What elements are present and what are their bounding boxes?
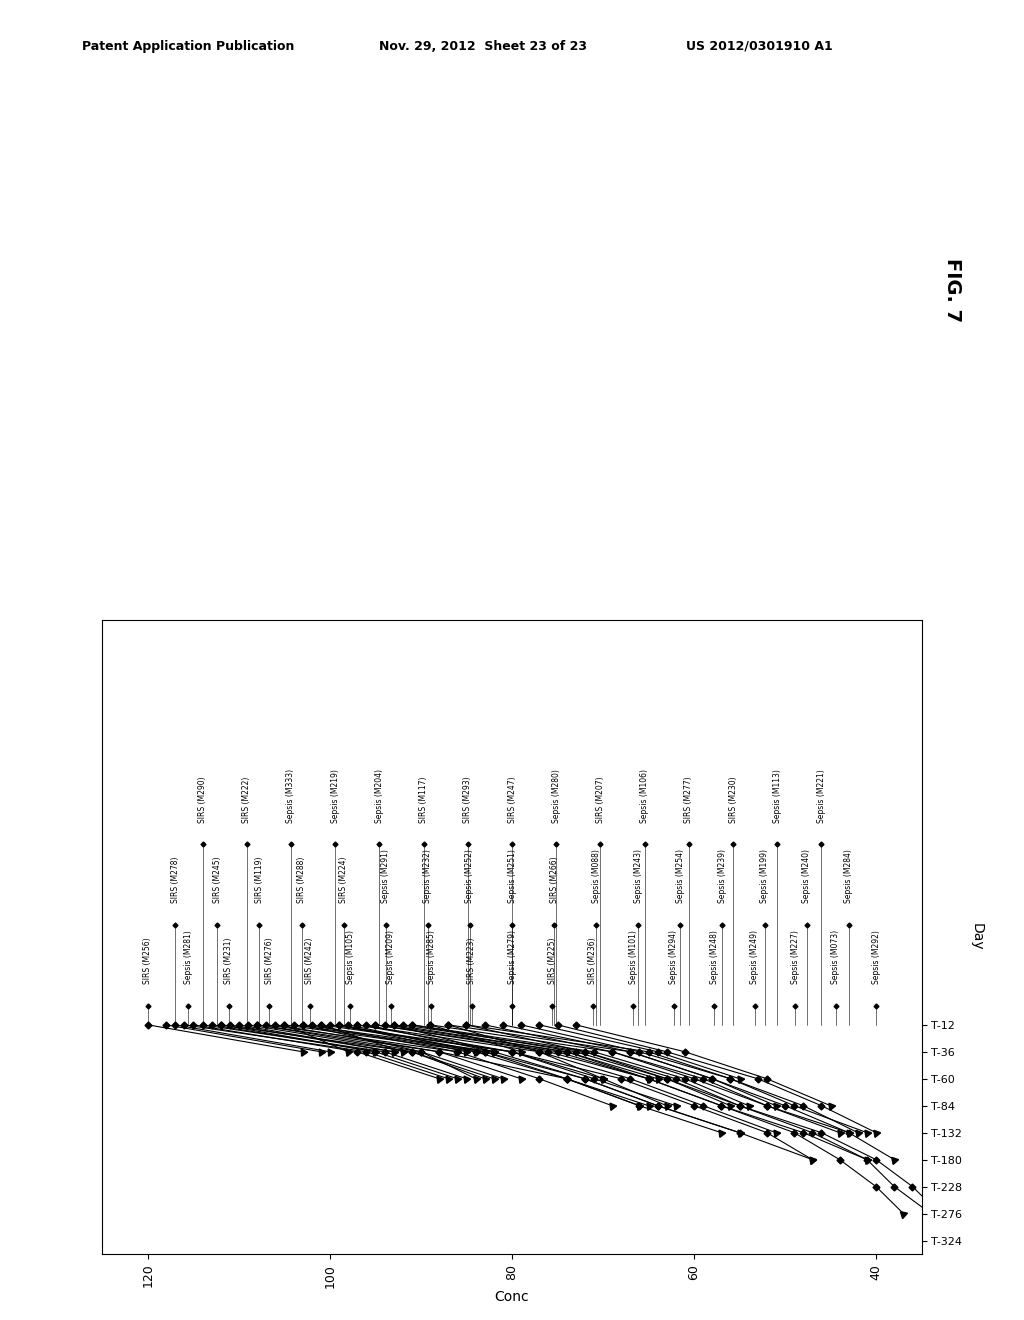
Text: Sepsis (M251): Sepsis (M251): [508, 850, 516, 903]
Text: SIRS (M266): SIRS (M266): [550, 857, 559, 903]
Text: SIRS (M224): SIRS (M224): [339, 857, 348, 903]
Text: Sepsis (M279): Sepsis (M279): [508, 931, 516, 985]
Text: Sepsis (M239): Sepsis (M239): [718, 850, 727, 903]
Text: Sepsis (M291): Sepsis (M291): [381, 850, 390, 903]
Text: SIRS (M293): SIRS (M293): [463, 776, 472, 822]
Text: Sepsis (M294): Sepsis (M294): [670, 931, 678, 985]
Text: SIRS (M222): SIRS (M222): [243, 776, 251, 822]
Text: Nov. 29, 2012  Sheet 23 of 23: Nov. 29, 2012 Sheet 23 of 23: [379, 40, 587, 53]
Text: Sepsis (M292): Sepsis (M292): [871, 931, 881, 985]
Text: SIRS (M223): SIRS (M223): [467, 939, 476, 985]
Text: Sepsis (M232): Sepsis (M232): [423, 850, 432, 903]
Y-axis label: Day: Day: [970, 924, 983, 950]
Text: SIRS (M288): SIRS (M288): [297, 857, 306, 903]
Text: SIRS (M245): SIRS (M245): [213, 857, 222, 903]
Text: SIRS (M230): SIRS (M230): [728, 776, 737, 822]
Text: SIRS (M276): SIRS (M276): [265, 937, 273, 985]
Text: Sepsis (M204): Sepsis (M204): [375, 768, 384, 822]
Text: SIRS (M231): SIRS (M231): [224, 939, 233, 985]
Text: SIRS (M278): SIRS (M278): [171, 857, 180, 903]
Text: FIG. 7: FIG. 7: [943, 259, 962, 322]
Text: SIRS (M207): SIRS (M207): [596, 776, 605, 822]
Text: Sepsis (M209): Sepsis (M209): [386, 931, 395, 985]
Text: Sepsis (M252): Sepsis (M252): [465, 850, 474, 903]
Text: Sepsis (M221): Sepsis (M221): [817, 768, 826, 822]
Text: SIRS (M119): SIRS (M119): [255, 857, 264, 903]
Text: Sepsis (M285): Sepsis (M285): [427, 931, 435, 985]
Text: Patent Application Publication: Patent Application Publication: [82, 40, 294, 53]
Text: SIRS (M277): SIRS (M277): [684, 776, 693, 822]
Text: SIRS (M242): SIRS (M242): [305, 939, 314, 985]
Text: Sepsis (M333): Sepsis (M333): [287, 768, 296, 822]
Text: Sepsis (M199): Sepsis (M199): [760, 850, 769, 903]
Text: Sepsis (M243): Sepsis (M243): [634, 850, 643, 903]
Text: Sepsis (M106): Sepsis (M106): [640, 768, 649, 822]
Text: SIRS (M290): SIRS (M290): [198, 776, 207, 822]
Text: SIRS (M256): SIRS (M256): [143, 937, 153, 985]
Text: SIRS (M236): SIRS (M236): [589, 937, 597, 985]
Text: SIRS (M225): SIRS (M225): [548, 939, 557, 985]
Text: Sepsis (M073): Sepsis (M073): [831, 931, 840, 985]
Text: Sepsis (M113): Sepsis (M113): [773, 768, 781, 822]
Text: Sepsis (M101): Sepsis (M101): [629, 931, 638, 985]
Text: Sepsis (M088): Sepsis (M088): [592, 850, 601, 903]
Text: Sepsis (M280): Sepsis (M280): [552, 768, 561, 822]
Text: Sepsis (M240): Sepsis (M240): [802, 850, 811, 903]
Text: Sepsis (M249): Sepsis (M249): [751, 931, 759, 985]
Text: Sepsis (M227): Sepsis (M227): [791, 931, 800, 985]
Text: Sepsis (M248): Sepsis (M248): [710, 931, 719, 985]
Text: Sepsis (M254): Sepsis (M254): [676, 850, 685, 903]
Text: Sepsis (M281): Sepsis (M281): [184, 931, 193, 985]
Text: SIRS (M247): SIRS (M247): [508, 776, 516, 822]
Text: Sepsis (M219): Sepsis (M219): [331, 768, 340, 822]
Text: SIRS (M117): SIRS (M117): [419, 776, 428, 822]
X-axis label: Conc: Conc: [495, 1291, 529, 1304]
Text: US 2012/0301910 A1: US 2012/0301910 A1: [686, 40, 833, 53]
Text: Sepsis (M284): Sepsis (M284): [844, 850, 853, 903]
Text: Sepsis (M105): Sepsis (M105): [346, 931, 354, 985]
